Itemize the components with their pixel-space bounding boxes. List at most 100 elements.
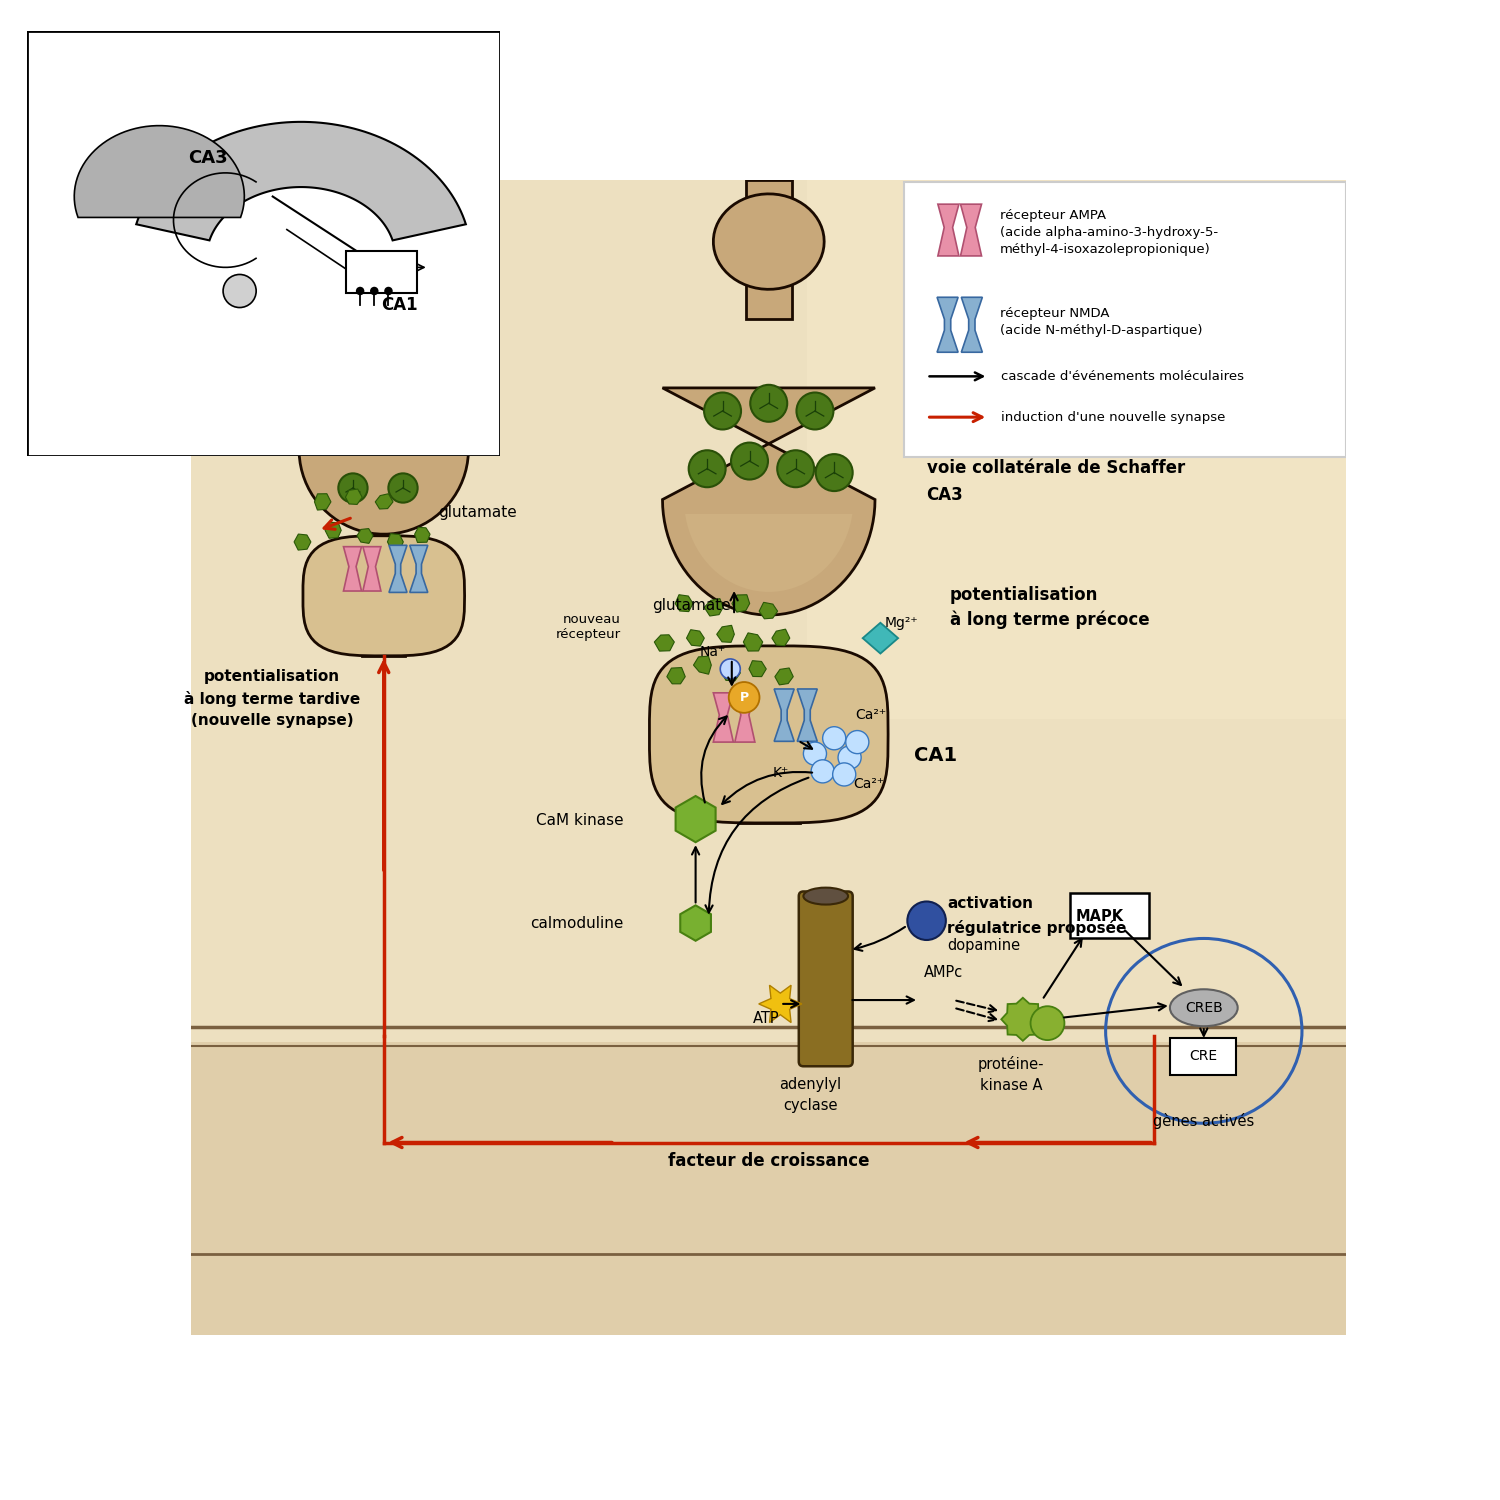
Polygon shape	[388, 546, 406, 592]
Circle shape	[839, 746, 861, 770]
Circle shape	[704, 393, 741, 429]
Polygon shape	[357, 528, 374, 543]
Text: régulatrice proposée: régulatrice proposée	[948, 920, 1126, 936]
Circle shape	[730, 442, 768, 480]
Polygon shape	[675, 594, 693, 612]
Text: activation: activation	[948, 896, 1034, 910]
Text: facteur de croissance: facteur de croissance	[668, 1152, 870, 1170]
Circle shape	[729, 682, 759, 712]
Circle shape	[720, 658, 741, 680]
Polygon shape	[294, 534, 310, 550]
Ellipse shape	[1170, 990, 1238, 1026]
Ellipse shape	[804, 888, 847, 904]
Text: protéine-: protéine-	[978, 1056, 1044, 1072]
Polygon shape	[738, 718, 800, 824]
Text: potentialisation: potentialisation	[950, 585, 1098, 603]
Text: potentialisation: potentialisation	[204, 669, 340, 684]
Bar	[192, 1042, 1347, 1335]
Text: AMPc: AMPc	[924, 964, 963, 980]
Text: adenylyl: adenylyl	[780, 1077, 842, 1092]
FancyBboxPatch shape	[1070, 892, 1149, 938]
Circle shape	[777, 450, 814, 488]
Circle shape	[833, 764, 856, 786]
Text: CA1: CA1	[914, 747, 957, 765]
Text: récepteur NMDA
(acide N-méthyl-D-aspartique): récepteur NMDA (acide N-méthyl-D-asparti…	[999, 308, 1203, 338]
Circle shape	[339, 474, 368, 502]
FancyBboxPatch shape	[903, 182, 1347, 458]
Polygon shape	[387, 534, 404, 550]
Polygon shape	[744, 633, 762, 651]
Text: CA3: CA3	[927, 486, 963, 504]
Polygon shape	[362, 600, 405, 656]
Polygon shape	[668, 668, 686, 684]
Circle shape	[384, 286, 393, 296]
Polygon shape	[717, 626, 735, 642]
Polygon shape	[414, 528, 430, 543]
Polygon shape	[714, 693, 734, 742]
Polygon shape	[326, 522, 340, 538]
Text: induction d'une nouvelle synapse: induction d'une nouvelle synapse	[1002, 411, 1226, 423]
Text: cyclase: cyclase	[783, 1098, 837, 1113]
Text: dopamine: dopamine	[948, 938, 1020, 952]
Polygon shape	[862, 622, 898, 654]
Polygon shape	[746, 180, 792, 318]
Polygon shape	[938, 297, 958, 352]
Polygon shape	[315, 494, 332, 510]
Circle shape	[822, 726, 846, 750]
Text: glutamate: glutamate	[651, 597, 730, 612]
Text: Ca²⁺: Ca²⁺	[855, 708, 886, 722]
Text: (nouvelle synapse): (nouvelle synapse)	[190, 712, 354, 728]
Polygon shape	[136, 122, 466, 240]
Polygon shape	[663, 388, 874, 615]
Polygon shape	[796, 688, 818, 741]
Circle shape	[369, 413, 399, 441]
Polygon shape	[345, 489, 362, 504]
Circle shape	[816, 454, 852, 490]
Circle shape	[416, 420, 444, 448]
Polygon shape	[410, 546, 428, 592]
Circle shape	[320, 420, 348, 448]
Circle shape	[796, 393, 834, 429]
Text: ATP: ATP	[753, 1011, 780, 1026]
Circle shape	[688, 450, 726, 488]
Polygon shape	[714, 194, 824, 290]
Text: kinase A: kinase A	[980, 1078, 1042, 1094]
Text: Ca²⁺: Ca²⁺	[853, 777, 885, 792]
Polygon shape	[298, 318, 468, 534]
Circle shape	[370, 286, 378, 296]
Text: CaM kinase: CaM kinase	[537, 813, 624, 828]
Polygon shape	[363, 546, 381, 591]
FancyBboxPatch shape	[807, 180, 1347, 718]
Circle shape	[804, 742, 826, 765]
Text: CREB: CREB	[1185, 1000, 1222, 1014]
Polygon shape	[686, 514, 852, 592]
Circle shape	[812, 760, 834, 783]
Text: calmoduline: calmoduline	[531, 915, 624, 930]
Circle shape	[750, 386, 788, 422]
Circle shape	[356, 286, 364, 296]
Text: à long terme précoce: à long terme précoce	[950, 610, 1149, 628]
Circle shape	[1030, 1007, 1065, 1040]
FancyBboxPatch shape	[800, 891, 852, 1066]
Text: CRE: CRE	[1190, 1050, 1218, 1064]
Text: P: P	[740, 692, 748, 703]
Polygon shape	[364, 268, 404, 318]
Circle shape	[388, 474, 417, 502]
Polygon shape	[705, 598, 723, 616]
FancyBboxPatch shape	[1170, 1038, 1236, 1074]
Polygon shape	[654, 634, 675, 651]
Circle shape	[224, 274, 256, 308]
Polygon shape	[776, 668, 794, 686]
Polygon shape	[345, 202, 423, 273]
Text: récepteur AMPA
(acide alpha-amino-3-hydroxy-5-
méthyl-4-isoxazolepropionique): récepteur AMPA (acide alpha-amino-3-hydr…	[999, 210, 1218, 256]
Circle shape	[908, 902, 946, 940]
Circle shape	[846, 730, 868, 753]
Polygon shape	[687, 630, 705, 646]
Polygon shape	[732, 594, 750, 612]
Polygon shape	[938, 204, 958, 257]
Polygon shape	[681, 906, 711, 940]
Polygon shape	[962, 297, 982, 352]
Text: MAPK: MAPK	[1076, 909, 1124, 924]
Polygon shape	[303, 536, 465, 656]
Polygon shape	[759, 603, 777, 619]
